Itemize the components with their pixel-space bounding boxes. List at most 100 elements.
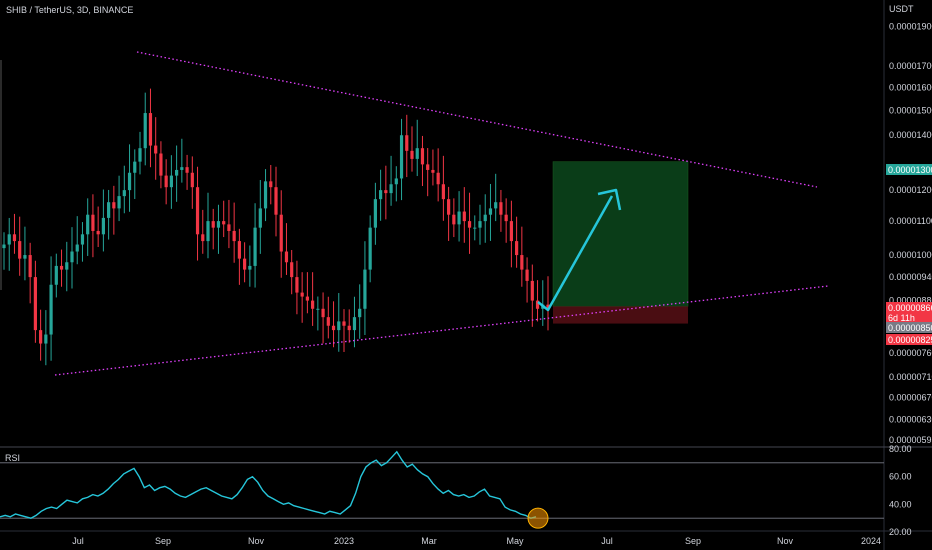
time-tick-label: Nov bbox=[777, 536, 794, 546]
candle-body bbox=[33, 277, 37, 331]
candle-body bbox=[180, 167, 184, 170]
candle-body bbox=[441, 184, 445, 200]
candle-body bbox=[405, 135, 409, 151]
price-tag bbox=[886, 322, 932, 333]
price-tag-label: 0.00000850 bbox=[888, 323, 932, 333]
candle-body bbox=[342, 321, 346, 326]
candle-body bbox=[2, 244, 6, 249]
candle-body bbox=[462, 211, 466, 222]
candle-body bbox=[300, 292, 304, 297]
time-tick-label: Nov bbox=[248, 536, 265, 546]
candle-body bbox=[44, 334, 48, 344]
time-tick-label: May bbox=[506, 536, 524, 546]
candle-body bbox=[488, 208, 493, 215]
price-tag-label: 0.00000825 bbox=[888, 335, 932, 345]
candle-body bbox=[75, 244, 79, 252]
candle-body bbox=[59, 265, 64, 270]
candle-body bbox=[49, 284, 53, 335]
candle-body bbox=[420, 148, 425, 165]
candle-body bbox=[7, 234, 11, 245]
price-tick-label: 0.00001400 bbox=[889, 130, 932, 140]
candle-body bbox=[243, 258, 247, 270]
price-tick-label: 0.00001900 bbox=[889, 21, 932, 31]
candle-body bbox=[331, 325, 336, 331]
profit-zone bbox=[552, 161, 689, 307]
candle-body bbox=[337, 321, 341, 331]
time-tick-label: 2023 bbox=[334, 536, 354, 546]
time-tick-label: Mar bbox=[421, 536, 437, 546]
candle-body bbox=[305, 296, 309, 301]
candle-body bbox=[28, 255, 32, 278]
candle-body bbox=[101, 217, 105, 235]
rsi-tick-label: 60.00 bbox=[889, 472, 912, 482]
candle-body bbox=[347, 325, 351, 331]
price-tick-label: 0.00000940 bbox=[889, 272, 932, 282]
candle-body bbox=[546, 304, 550, 309]
rsi-highlight-circle bbox=[527, 507, 549, 529]
projection-arrow-line bbox=[537, 195, 614, 312]
price-tick-label: 0.00001200 bbox=[889, 185, 932, 195]
price-tick-label: 0.00001600 bbox=[889, 83, 932, 93]
candle-body bbox=[91, 214, 95, 231]
loss-zone bbox=[553, 306, 688, 324]
price-tick-label: 0.00000595 bbox=[889, 435, 932, 445]
candle-body bbox=[65, 262, 69, 270]
rsi-tick-label: 20.00 bbox=[889, 527, 912, 537]
candle-body bbox=[394, 178, 398, 185]
candle-body bbox=[290, 262, 294, 278]
candle-body bbox=[138, 148, 142, 162]
candle-body bbox=[258, 208, 262, 228]
candle-body bbox=[379, 190, 383, 200]
rsi-tick-label: 40.00 bbox=[889, 499, 912, 509]
candle-body bbox=[284, 251, 289, 263]
price-tag bbox=[886, 334, 932, 345]
candle-body bbox=[389, 184, 393, 194]
candle-body bbox=[190, 172, 194, 188]
candle-body bbox=[494, 202, 498, 209]
price-tick-label: 0.00000710 bbox=[889, 372, 932, 382]
price-tick-label: 0.00000630 bbox=[889, 415, 932, 425]
chart-title: SHIB / TetherUS, 3D, BINANCE bbox=[6, 5, 134, 15]
candle-body bbox=[107, 202, 111, 218]
candle-body bbox=[525, 269, 529, 281]
candle-body bbox=[227, 224, 231, 231]
candle-body bbox=[399, 135, 404, 179]
price-tick-label: 0.00001500 bbox=[889, 106, 932, 116]
upper-trendline bbox=[136, 51, 818, 188]
candle-body bbox=[530, 280, 534, 301]
price-tick-label: 0.00001100 bbox=[889, 216, 932, 226]
candle-body bbox=[80, 234, 85, 245]
candle-body bbox=[504, 214, 508, 222]
candle-body bbox=[478, 221, 482, 228]
candle-body bbox=[263, 181, 268, 209]
time-tick-label: Sep bbox=[155, 536, 171, 546]
candle-body bbox=[148, 113, 153, 146]
candle-body bbox=[321, 308, 325, 318]
price-tag bbox=[886, 164, 932, 175]
candle-body bbox=[159, 153, 163, 176]
time-tick-label: Sep bbox=[685, 536, 701, 546]
price-tick-label: 0.00001700 bbox=[889, 61, 932, 71]
projection-arrow-head bbox=[597, 188, 622, 211]
candle-body bbox=[211, 221, 215, 228]
candle-body bbox=[237, 241, 241, 259]
candle-body bbox=[295, 277, 299, 293]
price-tick-label: 0.00000760 bbox=[889, 348, 932, 358]
candle-body bbox=[269, 181, 273, 188]
candle-body bbox=[499, 202, 503, 215]
candle-body bbox=[112, 202, 116, 209]
candle-body bbox=[473, 227, 477, 229]
candle-body bbox=[410, 150, 414, 159]
candle-body bbox=[279, 214, 283, 252]
candle-body bbox=[122, 190, 126, 197]
candle-body bbox=[164, 175, 168, 188]
candle-body bbox=[232, 230, 236, 242]
candle-body bbox=[133, 161, 137, 173]
candle-body bbox=[483, 214, 487, 222]
candle-body bbox=[447, 199, 451, 215]
time-tick-label: 2024 bbox=[861, 536, 881, 546]
candle-body bbox=[18, 241, 22, 259]
candle-body bbox=[316, 308, 320, 310]
candle-body bbox=[520, 255, 524, 270]
